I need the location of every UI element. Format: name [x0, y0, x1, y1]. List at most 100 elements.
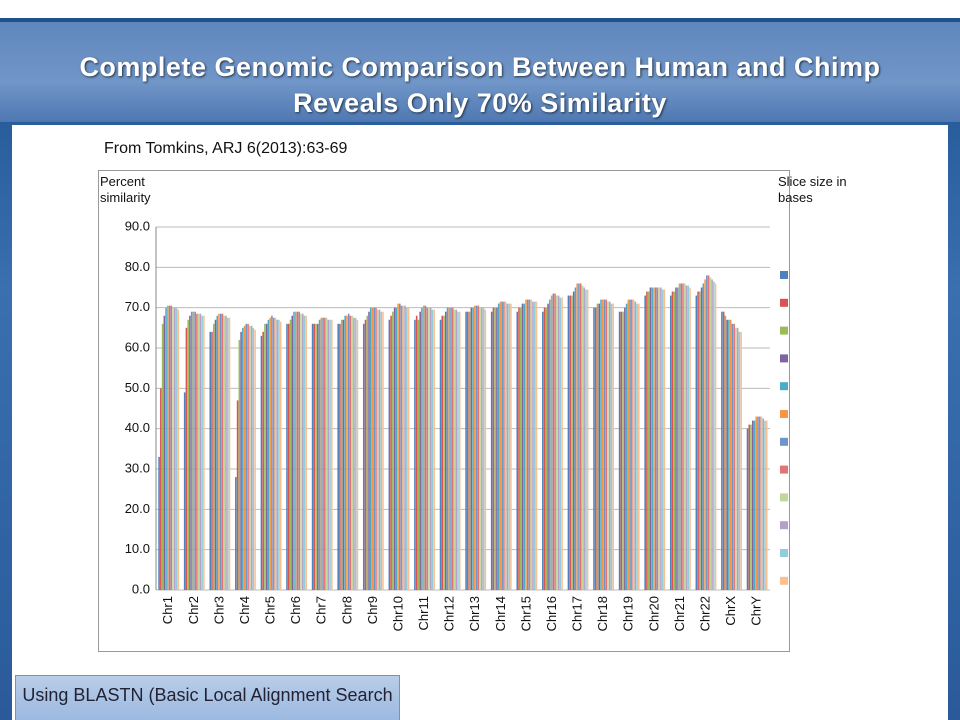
bar — [444, 311, 447, 590]
bar — [594, 307, 597, 590]
y-tick-label: 90.0 — [125, 218, 150, 233]
bar — [399, 303, 401, 590]
bar — [764, 420, 766, 590]
bar — [199, 313, 202, 590]
bar — [344, 315, 346, 590]
bar — [298, 311, 301, 590]
y-tick-label: 10.0 — [125, 541, 150, 556]
source-note: From Tomkins, ARJ 6(2013):63-69 — [104, 140, 348, 157]
bar — [221, 313, 224, 590]
legend-swatch — [780, 410, 788, 418]
bar — [431, 309, 434, 590]
bar — [545, 307, 548, 590]
bar — [218, 313, 220, 590]
bar — [269, 317, 271, 590]
legend-swatch — [780, 521, 788, 530]
bar — [289, 319, 292, 590]
bar — [740, 331, 742, 590]
legend-title: Slice size in bases — [778, 174, 847, 205]
bar — [426, 307, 428, 590]
bar — [482, 307, 485, 590]
bar — [406, 307, 408, 590]
bar — [254, 329, 256, 590]
bar — [346, 315, 348, 590]
bar — [661, 289, 664, 590]
bar — [382, 311, 384, 590]
legend-swatch — [780, 465, 788, 474]
bar — [443, 315, 445, 590]
x-tick-label: Chr18 — [595, 596, 610, 631]
bar — [481, 307, 483, 590]
x-tick-label: Chr2 — [186, 596, 201, 624]
bar — [354, 317, 357, 590]
bar — [699, 291, 701, 590]
bar — [421, 307, 423, 590]
bar — [286, 323, 288, 590]
bar — [243, 325, 246, 590]
bar — [687, 285, 690, 590]
bar — [596, 303, 599, 590]
bar — [400, 305, 403, 590]
bar — [168, 305, 171, 590]
x-tick-label: Chr3 — [211, 596, 226, 624]
bar — [735, 327, 737, 590]
bar — [392, 311, 394, 590]
bar — [238, 339, 241, 590]
x-tick-label: Chr7 — [314, 596, 329, 624]
bar — [472, 307, 474, 590]
bar — [293, 311, 295, 590]
bar — [731, 323, 734, 590]
bar — [376, 309, 379, 590]
bar — [722, 311, 725, 590]
bar — [629, 299, 631, 590]
bar — [721, 311, 723, 590]
bar — [516, 311, 519, 590]
bar — [160, 388, 162, 590]
bar — [276, 319, 278, 590]
bar — [519, 307, 522, 590]
legend-swatch — [780, 326, 788, 335]
bar — [700, 287, 703, 590]
bar — [315, 323, 317, 590]
bar — [683, 283, 686, 590]
bar — [390, 315, 392, 590]
bar — [762, 418, 765, 590]
bar — [557, 295, 560, 590]
bar — [189, 315, 191, 590]
x-tick-label: Chr14 — [493, 596, 508, 631]
bar — [362, 323, 365, 590]
bar — [547, 303, 549, 590]
bar — [429, 307, 432, 590]
bar — [305, 315, 308, 590]
bar — [736, 327, 739, 590]
bar — [494, 307, 496, 590]
bar — [654, 287, 657, 590]
bar — [607, 301, 609, 590]
bar — [711, 279, 713, 590]
bar — [673, 291, 676, 590]
bar — [216, 315, 219, 590]
bar — [503, 301, 505, 590]
bar — [177, 309, 180, 590]
bar — [470, 307, 473, 590]
bar — [245, 323, 248, 590]
bar — [713, 281, 715, 590]
bar — [214, 319, 217, 590]
bar — [212, 323, 215, 590]
bar — [262, 331, 264, 590]
bar — [378, 309, 381, 590]
bar — [695, 295, 698, 590]
bar — [474, 305, 476, 590]
bar — [751, 420, 754, 590]
bar — [228, 317, 231, 590]
bar — [682, 283, 684, 590]
bar — [247, 323, 249, 590]
bar — [504, 301, 507, 590]
bar — [318, 319, 321, 590]
bar — [760, 416, 763, 590]
bar — [287, 323, 290, 590]
bar — [746, 428, 749, 590]
y-tick-label: 40.0 — [125, 420, 150, 435]
bar — [490, 311, 493, 590]
title-line: Complete Genomic Comparison Between Huma… — [79, 52, 881, 82]
